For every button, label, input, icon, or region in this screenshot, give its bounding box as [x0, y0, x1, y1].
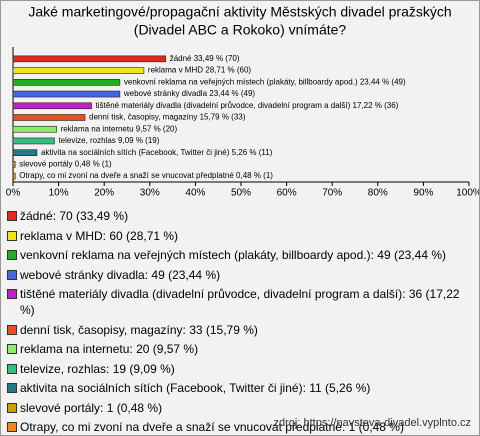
legend-label: reklama na internetu: 20 (9,57 %) [20, 342, 199, 356]
legend-item: webové stránky divadla: 49 (23,44 %) [7, 267, 471, 283]
legend-item: televize, rozhlas: 19 (9,09 %) [7, 361, 471, 377]
chart-title: (Divadel ABC a Rokoko) vnímáte? [134, 22, 347, 38]
bar [12, 125, 57, 133]
x-tick-label: 10% [49, 188, 69, 199]
x-tick-label: 100% [456, 188, 479, 199]
legend-swatch [7, 230, 17, 241]
bar-label: žádné 33,49 % (70) [170, 54, 240, 63]
x-tick-label: 90% [413, 188, 433, 199]
x-tick-label: 70% [322, 188, 342, 199]
legend-label: webové stránky divadla: 49 (23,44 %) [20, 267, 221, 282]
legend-item: žádné: 70 (33,49 %) [7, 208, 471, 224]
legend-label: aktivita na sociálních sítích (Facebook,… [20, 381, 371, 395]
legend-item: tištěné materiály divadla (divadelní prů… [7, 286, 471, 318]
bar-label: reklama v MHD 28,71 % (60) [148, 66, 251, 75]
bar [12, 102, 92, 110]
legend: žádné: 70 (33,49 %) reklama v MHD: 60 (28… [7, 208, 471, 435]
bar-label: televize, rozhlas 9,09 % (19) [58, 136, 159, 145]
legend-item: slevové portály: 1 (0,48 %) [7, 400, 471, 416]
bar-label: denní tisk, časopisy, magazíny 15,79 % (… [89, 113, 246, 122]
bar-label: Otrapy, co mi zvoní na dveře a snaží se … [19, 171, 273, 180]
bar-label: venkovní reklama na veřejných místech (p… [124, 77, 406, 86]
bar [12, 137, 55, 145]
legend-label: Otrapy, co mi zvoní na dveře a snaží se … [20, 420, 404, 434]
bar-label: reklama na internetu 9,57 % (20) [61, 124, 178, 133]
legend-swatch [7, 324, 17, 335]
chart: Jaké marketingové/propagační aktivity Mě… [6, 4, 479, 199]
bar-label: webové stránky divadla 23,44 % (49) [123, 89, 256, 98]
source: zdroj: https://navsteva-divadel.vyplnto.… [273, 417, 471, 429]
legend-item: reklama v MHD: 60 (28,71 %) [7, 228, 471, 244]
legend-label: tištěné materiály divadla (divadelní prů… [20, 287, 460, 317]
legend-swatch [7, 211, 17, 221]
x-tick-label: 20% [94, 188, 114, 199]
bar [12, 161, 16, 168]
bar [12, 114, 86, 121]
x-tick-label: 30% [140, 188, 160, 199]
x-tick-label: 40% [185, 188, 205, 199]
bar [12, 172, 16, 180]
chart-title: Jaké marketingové/propagační aktivity Mě… [28, 4, 451, 20]
legend-swatch [7, 269, 17, 280]
legend-item: aktivita na sociálních sítích (Facebook,… [7, 380, 471, 396]
bar [12, 149, 38, 156]
bar [12, 55, 167, 63]
bar [12, 90, 121, 98]
x-tick-label: 80% [368, 188, 388, 199]
bar-label: slevové portály 0,48 % (1) [19, 160, 112, 169]
legend-label: venkovní reklama na veřejných místech (p… [20, 248, 446, 262]
legend-swatch [7, 344, 17, 354]
legend-label: denní tisk, časopisy, magazíny: 33 (15,7… [20, 322, 258, 337]
legend-swatch [7, 383, 17, 393]
legend-label: slevové portály: 1 (0,48 %) [20, 400, 163, 415]
bar [12, 79, 121, 86]
bar [12, 67, 145, 74]
legend-label: žádné: 70 (33,49 %) [20, 209, 129, 223]
legend-swatch [7, 250, 17, 260]
legend-swatch [7, 363, 17, 374]
x-tick-label: 0% [6, 188, 21, 199]
legend-swatch [7, 422, 17, 432]
x-tick-label: 60% [277, 188, 297, 199]
legend-item: venkovní reklama na veřejných místech (p… [7, 247, 471, 263]
bar-label: tištěné materiály divadla (divadelní prů… [96, 101, 399, 110]
legend-item: reklama na internetu: 20 (9,57 %) [7, 341, 471, 357]
legend-item: Otrapy, co mi zvoní na dveře a snaží se … [7, 419, 471, 435]
legend-label: televize, rozhlas: 19 (9,09 %) [20, 361, 175, 376]
legend-swatch [7, 402, 17, 413]
legend-swatch [7, 289, 17, 299]
legend-label: reklama v MHD: 60 (28,71 %) [20, 228, 179, 243]
legend-item: denní tisk, časopisy, magazíny: 33 (15,7… [7, 322, 471, 338]
x-tick-label: 50% [231, 188, 251, 199]
bar-label: aktivita na sociálních sítích (Facebook,… [41, 148, 273, 157]
